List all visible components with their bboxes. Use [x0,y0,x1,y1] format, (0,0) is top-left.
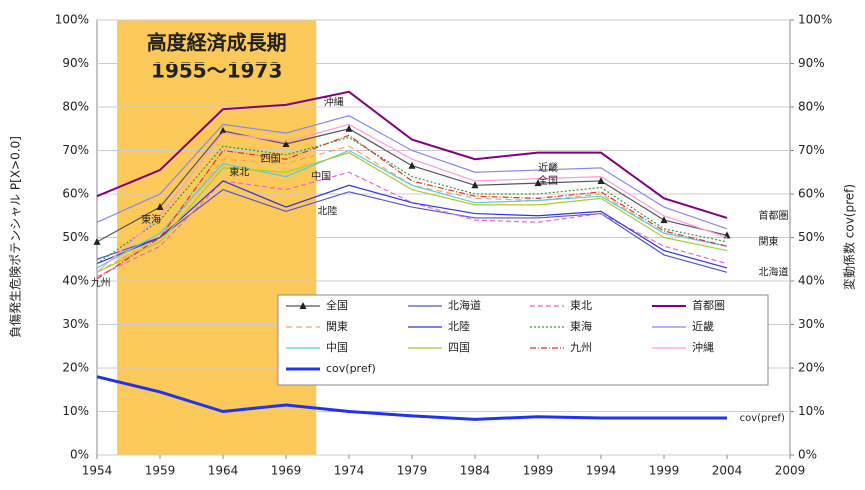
y2-tick-label: 40% [798,274,825,288]
x-tick-label: 1999 [649,464,680,478]
annotation: 全国 [538,174,558,187]
point-marker [156,203,164,211]
legend-label: 九州 [570,341,592,354]
annotation: 北陸 [318,204,338,217]
y2-tick-label: 30% [798,317,825,331]
y2-tick-label: 100% [798,13,832,27]
series-line [96,149,728,269]
y2-tick-label: 20% [798,361,825,375]
y-tick-label: 40% [62,274,89,288]
annotation: 首都圏 [759,209,789,222]
legend-label: 全国 [326,298,348,312]
series-line [96,134,728,280]
annotation: cov(pref) [740,413,785,424]
x-tick-label: 1979 [397,464,428,478]
point-marker [597,176,605,184]
legend-label: cov(pref) [326,362,376,375]
y2-tick-label: 90% [798,56,825,70]
legend-label: 東北 [570,299,592,312]
y2-tick-label: 10% [798,404,825,418]
y-tick-label: 60% [62,187,89,201]
legend-label: 北陸 [448,320,470,333]
highlight-subtitle: 1955～1973 [151,59,282,83]
series-line [96,171,728,278]
series-line [96,375,727,421]
annotation: 中国 [311,170,331,183]
y-axis-label: 負傷発生危険ポテンシャル P[X>0.0] [8,136,23,338]
annotation: 東北 [229,165,249,178]
y-tick-label: 100% [55,13,89,27]
point-marker [219,126,227,134]
series-line [96,152,728,273]
x-tick-label: 1959 [145,464,176,478]
x-tick-label: 1974 [334,464,365,478]
legend-marker [299,302,307,309]
x-tick-label: 1989 [523,464,554,478]
y2-axis-label: 変動係数 cov(pref) [842,184,857,290]
annotation: 北海道 [759,265,789,278]
y2-tick-label: 80% [798,100,825,114]
x-tick-label: 2009 [775,464,806,478]
series-line [96,123,728,273]
y-tick-label: 50% [62,230,89,244]
highlight-title: 高度経済成長期 [147,31,287,55]
legend-label: 関東 [326,320,348,333]
point-marker [282,139,290,147]
x-tick-label: 1964 [208,464,239,478]
legend-label: 北海道 [448,298,481,312]
x-tick-label: 1994 [586,464,617,478]
y-tick-label: 30% [62,317,89,331]
point-marker [93,237,101,245]
annotation: 四国 [261,153,281,165]
legend-box [277,294,769,386]
point-marker [345,124,353,132]
point-marker [660,216,668,224]
x-tick-label: 1969 [271,464,302,478]
point-marker [534,179,542,187]
y2-tick-label: 0% [798,448,817,462]
y-tick-label: 90% [62,56,89,70]
annotation: 沖縄 [324,96,344,109]
series-line [96,188,728,273]
series-line [96,180,728,269]
legend-label: 近畿 [692,319,714,333]
x-tick-label: 2004 [712,464,743,478]
annotation: 近畿 [538,161,558,174]
legend-label: 東海 [570,319,592,333]
y-tick-label: 10% [62,404,89,418]
x-tick-label: 1954 [82,464,113,478]
y-tick-label: 0% [70,448,89,462]
series-line [96,90,728,219]
y2-tick-label: 50% [798,230,825,244]
y-tick-label: 20% [62,361,89,375]
y-tick-label: 80% [62,100,89,114]
annotation: 関東 [759,235,779,248]
legend-label: 四国 [448,341,470,354]
legend-label: 沖縄 [692,340,714,354]
legend-label: 中国 [326,341,348,354]
point-marker [408,161,416,169]
series-line [96,136,728,265]
point-marker [471,181,479,189]
legend-label: 首都圏 [692,298,725,312]
y2-tick-label: 70% [798,143,825,157]
x-tick-label: 1984 [460,464,491,478]
annotation: 東海 [141,213,161,226]
y-tick-label: 70% [62,143,89,157]
series-line [96,115,728,230]
annotation: 九州 [91,277,111,289]
y2-tick-label: 60% [798,187,825,201]
